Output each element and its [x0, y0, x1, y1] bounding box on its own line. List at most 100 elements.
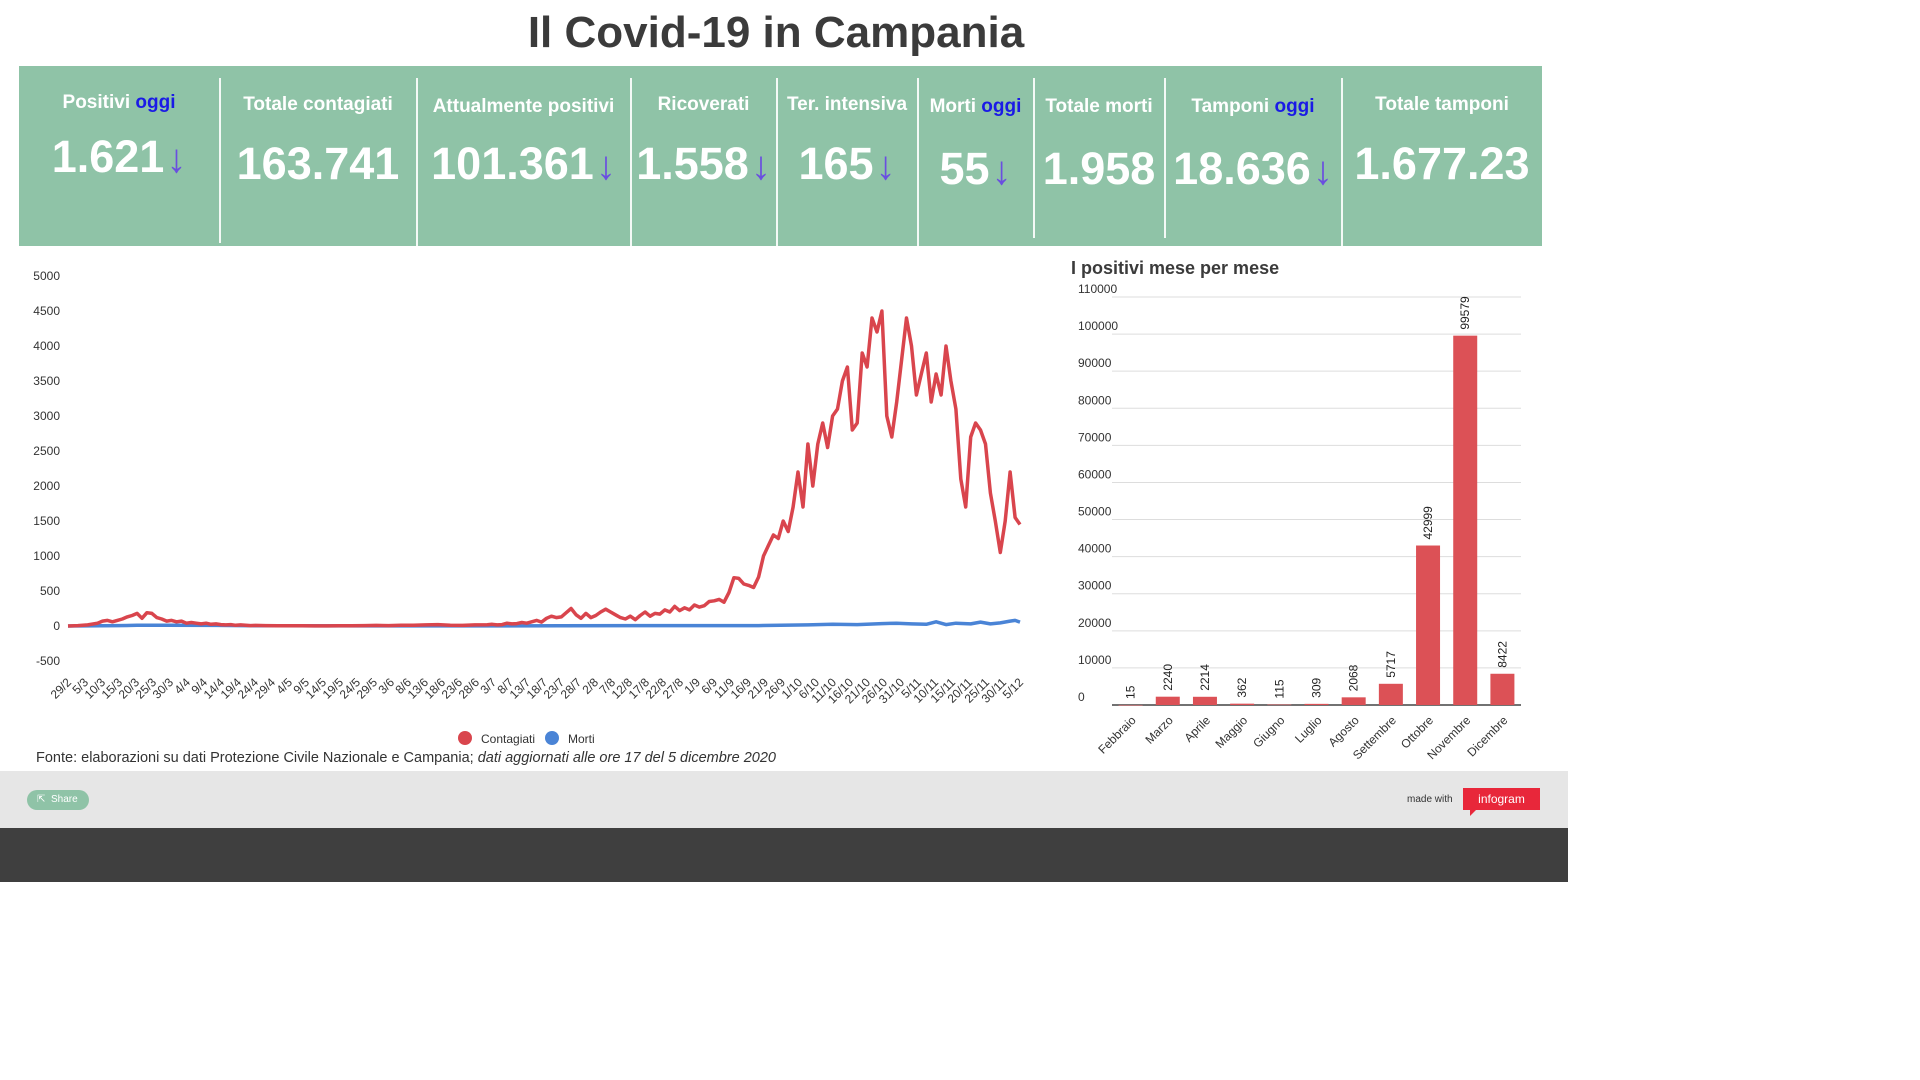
- stat-value: 163.741: [220, 138, 416, 190]
- stat-label-text: Totale contagiati: [243, 94, 393, 115]
- stat-card: Tamponi oggi 18.636↓: [1165, 66, 1341, 246]
- y-tick-label: 2500: [33, 444, 60, 458]
- y-tick-label: 70000: [1078, 430, 1112, 444]
- bar-chart-title: I positivi mese per mese: [1071, 258, 1280, 278]
- bar: [1267, 704, 1292, 706]
- share-label: Share: [51, 794, 78, 805]
- trend-down-icon: ↓: [595, 144, 616, 188]
- stat-label-text: Ricoverati: [657, 94, 750, 115]
- stat-divider: [917, 78, 919, 248]
- y-tick-label: -500: [36, 654, 60, 668]
- y-tick-label: 110000: [1078, 282, 1117, 296]
- stat-today-tag: oggi: [130, 92, 176, 113]
- stat-today-tag: oggi: [1269, 96, 1315, 117]
- y-tick-label: 100000: [1078, 319, 1118, 333]
- bar-value-label: 2068: [1347, 664, 1361, 691]
- series-line-contagiati: [67, 309, 1022, 628]
- stat-card: Totale tamponi 1.677.23: [1342, 66, 1542, 246]
- stat-value: 165↓: [777, 138, 917, 190]
- stat-card: Totale contagiati 163.741: [220, 66, 416, 246]
- y-tick-label: 90000: [1078, 356, 1112, 370]
- footer-bar: ⇱ Share made with infogram: [0, 771, 1568, 828]
- trend-down-icon: ↓: [750, 144, 771, 188]
- stat-divider: [630, 78, 632, 248]
- page-title: Il Covid-19 in Campania: [527, 8, 1025, 57]
- bar-value-label: 8422: [1495, 641, 1509, 668]
- trend-down-icon: ↓: [166, 137, 187, 181]
- category-label: Maggio: [1213, 713, 1251, 751]
- bar: [1453, 335, 1478, 705]
- y-tick-label: 4500: [33, 304, 60, 318]
- category-label: Aprile: [1181, 713, 1213, 745]
- stat-card: Totale morti 1.958: [1034, 66, 1164, 246]
- share-button[interactable]: ⇱ Share: [27, 790, 89, 810]
- infogram-logo-tail: [1470, 809, 1477, 816]
- stat-value-text: 1.677.23: [1354, 138, 1530, 189]
- bar: [1304, 703, 1329, 705]
- stat-label: Morti oggi: [918, 96, 1033, 118]
- bar: [1416, 545, 1441, 705]
- legend-marker-contagiati: [458, 731, 472, 745]
- category-label: Agosto: [1325, 713, 1362, 750]
- bar-value-label: 115: [1272, 679, 1286, 698]
- y-tick-label: 2000: [33, 479, 60, 493]
- bar: [1192, 696, 1217, 705]
- stat-card: Morti oggi 55↓: [918, 66, 1033, 246]
- y-tick-label: 60000: [1078, 467, 1112, 481]
- stat-label-text: Attualmente positivi: [432, 96, 615, 117]
- stat-value-text: 1.621: [51, 131, 165, 182]
- category-label: Dicembre: [1464, 713, 1510, 759]
- stat-label-text: Positivi: [62, 92, 131, 113]
- bar: [1230, 703, 1255, 705]
- stat-value-text: 55: [939, 143, 990, 194]
- source-note: Fonte: elaborazioni su dati Protezione C…: [36, 750, 776, 766]
- bar-value-label: 42999: [1421, 506, 1435, 540]
- stat-value-text: 163.741: [236, 138, 400, 189]
- stat-label: Tamponi oggi: [1165, 96, 1341, 118]
- stat-label-text: Tamponi: [1191, 96, 1270, 117]
- share-icon: ⇱: [37, 794, 46, 805]
- stat-divider: [1164, 78, 1166, 238]
- x-tick-label: 5/12: [1000, 675, 1027, 702]
- y-tick-label: 4000: [33, 339, 60, 353]
- stat-label-text: Morti: [929, 96, 977, 117]
- stat-value-text: 165: [798, 138, 874, 189]
- stat-value: 18.636↓: [1165, 143, 1341, 195]
- stat-card: Ricoverati 1.558↓: [631, 66, 776, 246]
- bar-value-label: 2214: [1198, 664, 1212, 691]
- stat-value-text: 1.958: [1042, 143, 1156, 194]
- stat-divider: [1341, 78, 1343, 253]
- y-tick-label: 20000: [1078, 616, 1112, 630]
- y-tick-label: 500: [40, 584, 60, 598]
- stat-label: Totale tamponi: [1342, 94, 1542, 116]
- stat-label: Ricoverati: [631, 94, 776, 116]
- y-tick-label: 3000: [33, 409, 60, 423]
- stat-card: Ter. intensiva 165↓: [777, 66, 917, 246]
- stat-divider: [1033, 78, 1035, 238]
- stat-label-text: Totale tamponi: [1375, 94, 1509, 115]
- bar-value-label: 309: [1310, 678, 1324, 698]
- stats-panel: Positivi oggi 1.621↓ Totale contagiati 163.…: [19, 66, 1542, 253]
- bar: [1490, 673, 1515, 705]
- category-label: Febbraio: [1095, 713, 1139, 757]
- trend-down-icon: ↓: [991, 149, 1012, 193]
- y-tick-label: 40000: [1078, 542, 1112, 556]
- bar-value-label: 5717: [1384, 651, 1398, 678]
- daily-line-chart: 5000450040003500300025002000150010005000…: [33, 269, 1027, 746]
- bar: [1341, 697, 1366, 705]
- stat-label-text: Totale morti: [1045, 96, 1153, 117]
- y-tick-label: 50000: [1078, 505, 1112, 519]
- source-text: Fonte: elaborazioni su dati Protezione C…: [36, 750, 478, 766]
- y-tick-label: 1500: [33, 514, 60, 528]
- category-label: Marzo: [1142, 713, 1176, 747]
- y-tick-label: 80000: [1078, 393, 1112, 407]
- bar-value-label: 2240: [1161, 664, 1175, 691]
- bar-value-label: 362: [1235, 677, 1249, 697]
- y-tick-label: 3500: [33, 374, 60, 388]
- monthly-bar-chart: 110000 100000 90000 80000 70000 60000 50000 400…: [1078, 282, 1521, 762]
- stat-card: Positivi oggi 1.621↓: [19, 66, 219, 246]
- y-tick-label: 0: [53, 619, 60, 633]
- y-tick-label: 5000: [33, 269, 60, 283]
- stat-label: Totale contagiati: [220, 94, 416, 116]
- infogram-logo[interactable]: infogram: [1463, 788, 1540, 810]
